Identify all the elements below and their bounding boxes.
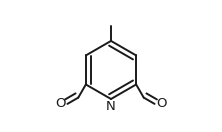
Text: O: O <box>55 97 65 110</box>
Text: O: O <box>157 97 167 110</box>
Text: N: N <box>106 100 116 113</box>
